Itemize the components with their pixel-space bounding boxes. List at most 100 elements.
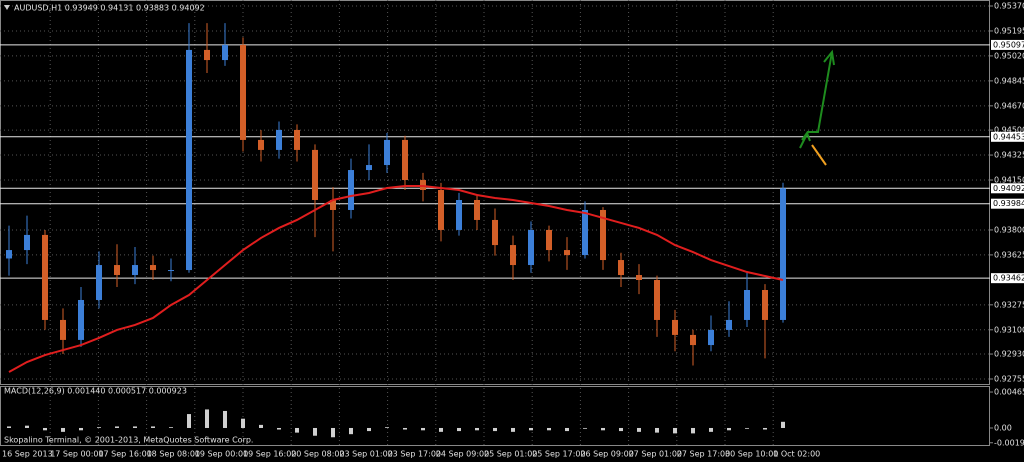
- candle-body: [528, 229, 534, 266]
- candle-body: [132, 265, 138, 276]
- candle-body: [294, 129, 300, 150]
- y-tick-label: 0.92930: [994, 350, 1024, 359]
- y-tick-label: 0.94150: [994, 176, 1024, 185]
- macd-bar: [205, 409, 209, 428]
- candle-body: [726, 319, 732, 330]
- arrows: [799, 49, 835, 166]
- candle-body: [456, 199, 462, 230]
- y-tick-label: 0.94500: [994, 126, 1024, 135]
- candle-body: [366, 165, 372, 171]
- candle-body: [60, 319, 66, 340]
- candle-body: [222, 44, 228, 61]
- candle-body: [78, 299, 84, 340]
- macd-bar: [673, 427, 677, 434]
- macd-bar: [745, 427, 749, 429]
- candle-body: [564, 250, 570, 256]
- macd-bar: [241, 418, 245, 428]
- macd-bar: [97, 427, 101, 428]
- x-tick-label: 16 Sep 2013: [2, 450, 53, 459]
- level-label: 0.94092: [993, 184, 1024, 193]
- macd-bar: [565, 427, 569, 432]
- candle-body: [582, 209, 588, 256]
- y-tick-label: 0.95195: [994, 26, 1024, 35]
- candle-body: [708, 329, 714, 346]
- macd-bar: [187, 414, 191, 428]
- x-tick-label: 17 Sep 00:00: [50, 450, 103, 459]
- y-tick-label: 0.94670: [994, 101, 1024, 110]
- x-tick-label: 20 Sep 08:00: [291, 450, 344, 459]
- y-tick-label: 0.95020: [994, 51, 1024, 60]
- candle-body: [348, 170, 354, 210]
- y-tick-label: 0.93275: [994, 300, 1024, 309]
- x-tick-label: 19 Sep 16:00: [243, 450, 296, 459]
- macd-bar: [547, 427, 551, 431]
- macd-bar: [313, 427, 317, 436]
- candle-body: [780, 188, 786, 320]
- y-tick-label: 0.93100: [994, 325, 1024, 334]
- macd-bar: [385, 427, 389, 428]
- y-tick-label: 0.94325: [994, 151, 1024, 160]
- candle-body: [6, 250, 12, 259]
- green-arrowhead: [823, 49, 835, 66]
- green-arrowhead: [801, 130, 811, 142]
- macd-bar: [349, 427, 353, 435]
- y-tick-label: 0.93625: [994, 250, 1024, 259]
- macd-bar: [259, 424, 263, 428]
- candle-body: [312, 149, 318, 200]
- candle-body: [330, 199, 336, 210]
- x-tick-label: 26 Sep 09:00: [580, 450, 633, 459]
- level-label: 0.95097: [993, 40, 1024, 49]
- footer: Skopalino Terminal, © 2001-2013, MetaQuo…: [4, 436, 253, 445]
- candle-body: [546, 229, 552, 251]
- candle-body: [690, 334, 696, 346]
- macd-bar: [439, 427, 443, 432]
- candle-body: [240, 44, 246, 140]
- title-icon: [4, 5, 10, 10]
- x-tick-label: 19 Sep 00:00: [195, 450, 248, 459]
- moving-average: [8, 185, 784, 373]
- macd-bar: [637, 427, 641, 432]
- x-tick-label: 23 Sep 17:00: [388, 450, 441, 459]
- candle-body: [186, 49, 192, 271]
- candle-body: [96, 265, 102, 300]
- x-tick-label: 25 Sep 01:00: [484, 450, 537, 459]
- candle-body: [618, 260, 624, 276]
- macd-bar: [331, 427, 335, 438]
- macd-tick-label: 0.00: [994, 423, 1012, 432]
- chart-title: AUDUSD,H1 0.93949 0.94131 0.93883 0.9409…: [14, 4, 205, 13]
- macd-bar: [583, 427, 587, 429]
- macd-bar: [61, 427, 65, 432]
- candle-body: [384, 139, 390, 166]
- x-tick-label: 27 Sep 01:00: [629, 450, 682, 459]
- candle-body: [276, 129, 282, 150]
- macd-bar: [277, 427, 281, 430]
- level-box: [991, 183, 1024, 194]
- candle-body: [762, 289, 768, 320]
- x-tick-label: 1 Oct 02:00: [773, 450, 820, 459]
- x-tick-label: 25 Sep 17:00: [532, 450, 585, 459]
- x-tick-label: 24 Sep 09:00: [436, 450, 489, 459]
- y-tick-label: 0.95370: [994, 1, 1024, 10]
- x-tick-label: 17 Sep 16:00: [98, 450, 151, 459]
- macd-bar: [115, 426, 119, 428]
- macd-bar: [367, 427, 371, 432]
- macd-bar: [79, 427, 83, 431]
- candle-body: [654, 280, 660, 320]
- y-tick-label: 0.93800: [994, 225, 1024, 234]
- macd-bar: [511, 427, 515, 432]
- candle-body: [492, 219, 498, 246]
- candle-body: [438, 190, 444, 230]
- level-box: [991, 131, 1024, 142]
- macd-label: MACD(12,26,9) 0.001440 0.000517 0.000923: [4, 387, 187, 396]
- macd-bar: [709, 427, 713, 432]
- orange-arrow: [811, 144, 827, 166]
- macd-bar: [529, 427, 533, 431]
- macd-bar: [493, 427, 497, 432]
- macd-tick-label: 0.00465: [994, 388, 1024, 397]
- main-panel-frame: [0, 0, 990, 385]
- macd-bar: [403, 427, 407, 430]
- x-tick-label: 30 Sep 10:00: [725, 450, 778, 459]
- macd-bar: [223, 410, 227, 428]
